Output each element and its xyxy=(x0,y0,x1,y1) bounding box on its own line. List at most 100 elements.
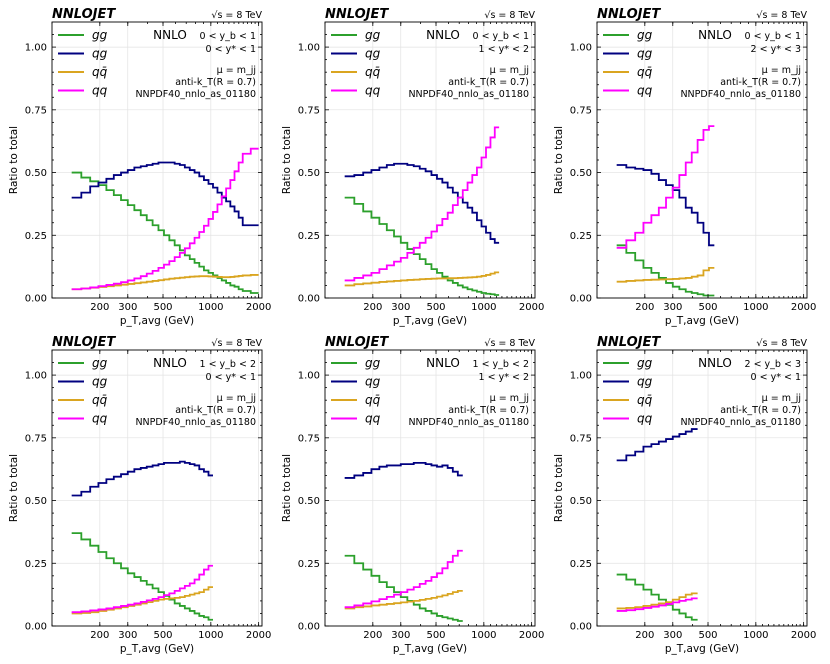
panel-2: 0.00 0.25 0.50 0.75 1.00 200 300 500 1000 2000 p_T… xyxy=(281,7,544,327)
plot-frame xyxy=(324,21,536,299)
y-tick-label: 0.25 xyxy=(25,559,47,570)
series-qg-line xyxy=(71,460,213,497)
x-tick-label: 500 xyxy=(698,630,717,641)
x-tick-label: 500 xyxy=(698,302,717,313)
y-axis-label: Ratio to total xyxy=(281,454,293,522)
y-tick-label: 0.00 xyxy=(25,294,47,305)
series-gg-line xyxy=(616,244,715,297)
scale-label: μ = m_jj xyxy=(490,393,529,404)
y-tick-label: 0.75 xyxy=(25,105,47,116)
scale-label: μ = m_jj xyxy=(762,393,801,404)
panel-5: 0.00 0.25 0.50 0.75 1.00 200 300 500 1000 2000 p_T… xyxy=(281,335,544,655)
x-tick-label: 200 xyxy=(363,630,382,641)
legend-label-qq: qq xyxy=(365,412,381,426)
x-tick-label: 300 xyxy=(118,630,137,641)
series-qqbar-line xyxy=(616,592,698,610)
algorithm-label: anti-k_T(R = 0.7) xyxy=(175,77,256,88)
scale-label: μ = m_jj xyxy=(490,65,529,76)
x-tick-label: 200 xyxy=(635,630,654,641)
x-axis-label: p_T,avg (GeV) xyxy=(393,643,467,655)
series-qqbar-line xyxy=(344,271,500,287)
x-tick-label: 500 xyxy=(426,302,445,313)
y-tick-label: 0.25 xyxy=(570,559,592,570)
order-label: NNLO xyxy=(698,356,732,370)
yb-range-label: 0 < y_b < 1 xyxy=(473,31,530,42)
scale-label: μ = m_jj xyxy=(762,65,801,76)
x-tick-label: 300 xyxy=(118,302,137,313)
y-tick-label: 0.00 xyxy=(25,622,47,633)
legend-label-qq: qq xyxy=(637,412,653,426)
x-tick-label: 200 xyxy=(90,630,109,641)
y-tick-label: 0.25 xyxy=(570,231,592,242)
y-tick-label: 0.75 xyxy=(570,105,592,116)
series-qg-line xyxy=(344,162,500,244)
x-axis-label: p_T,avg (GeV) xyxy=(665,643,739,655)
algorithm-label: anti-k_T(R = 0.7) xyxy=(448,77,529,88)
y-tick-label: 1.00 xyxy=(25,371,47,382)
ystar-range-label: 1 < y* < 2 xyxy=(479,372,529,383)
x-tick-label: 300 xyxy=(663,302,682,313)
series-gg-line xyxy=(71,171,259,294)
plot-frame xyxy=(51,349,263,627)
legend-label-qg: qg xyxy=(365,47,381,61)
panel-6: 0.00 0.25 0.50 0.75 1.00 200 300 500 1000 2000 p_T… xyxy=(553,335,816,655)
brand-label: NNLOJET xyxy=(325,7,389,22)
plot-frame xyxy=(51,21,263,299)
brand-label: NNLOJET xyxy=(597,7,661,22)
legend-label-qqbar: qq̄ xyxy=(365,65,381,79)
y-tick-label: 0.25 xyxy=(298,559,320,570)
legend-label-gg: gg xyxy=(365,28,381,42)
y-tick-label: 0.00 xyxy=(570,622,592,633)
energy-label: √s = 8 TeV xyxy=(211,10,262,21)
plot-frame xyxy=(596,21,808,299)
y-tick-label: 0.25 xyxy=(25,231,47,242)
legend-label-qg: qg xyxy=(365,375,381,389)
energy-label: √s = 8 TeV xyxy=(756,338,807,349)
brand-label: NNLOJET xyxy=(597,335,661,350)
algorithm-label: anti-k_T(R = 0.7) xyxy=(720,405,801,416)
legend: gg qg qq̄ qq xyxy=(603,28,653,98)
x-axis-label: p_T,avg (GeV) xyxy=(393,315,467,327)
legend-label-gg: gg xyxy=(92,356,108,370)
legend-label-qg: qg xyxy=(92,375,108,389)
pdf-label: NNPDF40_nnlo_as_01180 xyxy=(408,89,529,100)
y-tick-label: 0.75 xyxy=(570,433,592,444)
x-tick-label: 2000 xyxy=(791,302,816,313)
legend-label-qq: qq xyxy=(92,84,108,98)
pdf-label: NNPDF40_nnlo_as_01180 xyxy=(680,89,801,100)
legend: gg qg qq̄ qq xyxy=(603,356,653,426)
legend-label-qqbar: qq̄ xyxy=(92,65,108,79)
yb-range-label: 0 < y_b < 1 xyxy=(745,31,802,42)
y-tick-label: 0.50 xyxy=(570,496,592,507)
legend-label-qq: qq xyxy=(365,84,381,98)
y-tick-label: 0.25 xyxy=(298,231,320,242)
algorithm-label: anti-k_T(R = 0.7) xyxy=(448,405,529,416)
y-tick-label: 0.75 xyxy=(298,433,320,444)
series-qqbar-line xyxy=(616,266,715,283)
y-tick-label: 0.50 xyxy=(570,168,592,179)
algorithm-label: anti-k_T(R = 0.7) xyxy=(175,405,256,416)
series-gg-line xyxy=(344,554,463,622)
x-tick-label: 1000 xyxy=(743,630,768,641)
series-qq-line xyxy=(616,597,698,612)
series-qq-line xyxy=(71,147,259,291)
plot-frame xyxy=(324,349,536,627)
series-gg-line xyxy=(71,532,213,621)
order-label: NNLO xyxy=(153,28,187,42)
ystar-range-label: 1 < y* < 2 xyxy=(479,44,529,55)
series-qqbar-line xyxy=(71,586,213,615)
x-tick-label: 2000 xyxy=(791,630,816,641)
x-tick-label: 1000 xyxy=(471,630,496,641)
panel-1: 0.00 0.25 0.50 0.75 1.00 200 300 500 1000 2000 p_T… xyxy=(8,7,271,327)
legend-label-qq: qq xyxy=(637,84,653,98)
ystar-range-label: 0 < y* < 1 xyxy=(206,44,256,55)
series-qqbar-line xyxy=(71,274,259,291)
yb-range-label: 1 < y_b < 2 xyxy=(200,359,257,370)
ystar-range-label: 0 < y* < 1 xyxy=(206,372,256,383)
panel-4: 0.00 0.25 0.50 0.75 1.00 200 300 500 1000 2000 p_T… xyxy=(8,335,271,655)
series-qq-line xyxy=(344,126,500,282)
y-tick-label: 0.00 xyxy=(570,294,592,305)
y-tick-label: 1.00 xyxy=(570,371,592,382)
x-tick-label: 1000 xyxy=(198,302,223,313)
algorithm-label: anti-k_T(R = 0.7) xyxy=(720,77,801,88)
